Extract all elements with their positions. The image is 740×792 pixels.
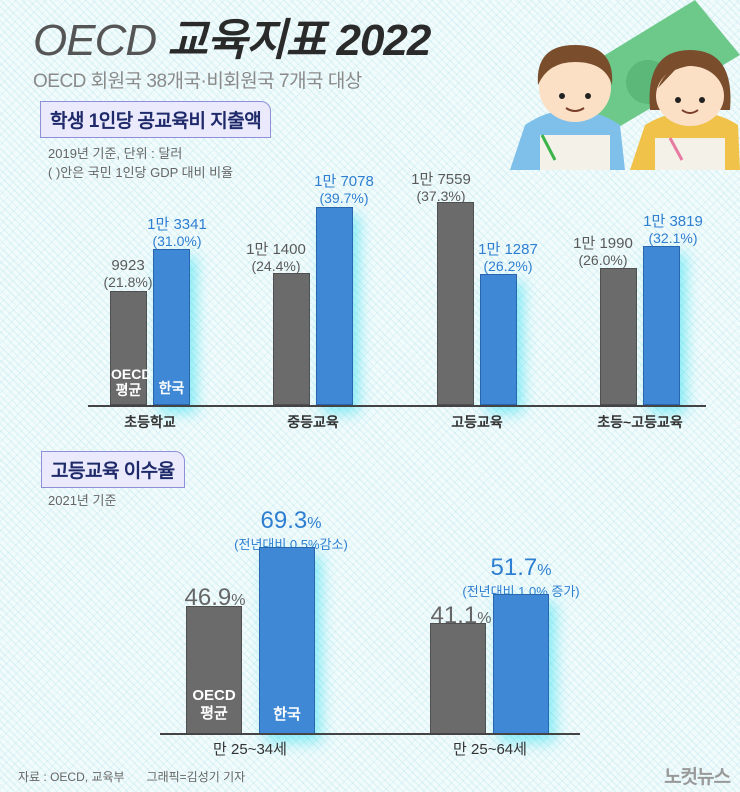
bar-korea-25-64 xyxy=(493,594,549,734)
korea-value-label: 1만 1287 (26.2%) xyxy=(478,241,538,274)
bar-oecd-25-64 xyxy=(430,623,486,734)
legend-korea-label: 한국 xyxy=(273,706,301,723)
x-axis-line xyxy=(160,733,580,735)
bar-oecd-total xyxy=(600,268,637,405)
category-label: 초등학교 xyxy=(124,414,176,430)
category-label: 만 25~34세 xyxy=(213,741,287,758)
graphic-credit: 그래픽=김성기 기자 xyxy=(146,770,246,784)
oecd-value-label: 9923 (21.8%) xyxy=(103,257,153,290)
bar-oecd-elementary: OECD 평균 xyxy=(110,291,152,405)
korea-value-label: 1만 3341 (31.0%) xyxy=(147,216,207,249)
korea-rate-label: 51.7% (전년대비 1.0% 증가) xyxy=(462,554,580,600)
section-note-basis: 2021년 기준 xyxy=(48,493,117,508)
students-illustration xyxy=(510,0,740,170)
source-text: 자료 : OECD, 교육부 xyxy=(18,770,125,784)
oecd-value-label: 1만 7559 (37.3%) xyxy=(411,171,471,204)
category-label: 초등~고등교육 xyxy=(597,414,683,430)
section-header-attainment: 고등교육 이수율 xyxy=(41,451,185,488)
nocut-news-logo: 노컷뉴스 xyxy=(664,767,731,788)
section-header-spending: 학생 1인당 공교육비 지출액 xyxy=(40,101,272,138)
footer-credits: 자료 : OECD, 교육부 그래픽=김성기 기자 xyxy=(18,768,245,785)
bar-korea-25-34: 한국 xyxy=(259,547,315,734)
girl-icon xyxy=(630,50,740,170)
oecd-value-label: 1만 1990 (26.0%) xyxy=(573,235,633,268)
bar-korea-secondary xyxy=(316,207,353,405)
bar-oecd-secondary xyxy=(273,273,310,405)
bar-korea-elementary: 한국 xyxy=(153,249,190,405)
category-label: 중등교육 xyxy=(287,414,339,430)
legend-oecd-label: OECD 평균 xyxy=(192,687,236,722)
category-label: 만 25~64세 xyxy=(453,741,527,758)
korea-value-label: 1만 7078 (39.7%) xyxy=(314,173,374,206)
legend-oecd-label: OECD 평균 xyxy=(111,366,152,398)
bar-korea-total xyxy=(643,246,680,405)
x-axis-line xyxy=(88,405,706,407)
category-label: 고등교육 xyxy=(451,414,503,430)
bar-korea-tertiary xyxy=(480,274,517,405)
boy-icon xyxy=(510,45,625,170)
bar-oecd-25-34: OECD 평균 xyxy=(186,606,242,734)
section-note-basis: 2019년 기준, 단위 : 달러 xyxy=(48,146,183,161)
page-title: OECD 교육지표 2022 xyxy=(33,16,431,65)
legend-korea-label: 한국 xyxy=(158,380,185,396)
section-note-gdp: ( )안은 국민 1인당 GDP 대비 비율 xyxy=(48,165,234,180)
korea-value-label: 1만 3819 (32.1%) xyxy=(643,213,703,246)
bar-oecd-tertiary xyxy=(437,202,474,405)
page-subtitle: OECD 회원국 38개국·비회원국 7개국 대상 xyxy=(33,71,362,92)
oecd-value-label: 1만 1400 (24.4%) xyxy=(246,241,306,274)
